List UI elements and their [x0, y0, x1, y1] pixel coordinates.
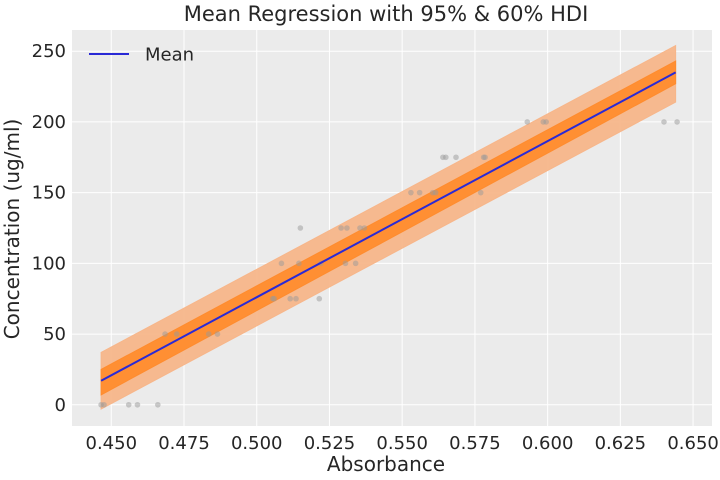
- data-point: [357, 225, 363, 231]
- data-point: [482, 154, 488, 161]
- legend: Mean: [89, 45, 194, 66]
- x-tick-label: 0.500: [231, 433, 283, 454]
- x-tick-label: 0.575: [449, 433, 501, 454]
- data-point: [214, 331, 221, 337]
- y-tick-label: 100: [32, 253, 66, 274]
- y-tick-label: 50: [43, 324, 66, 345]
- legend-label-mean: Mean: [145, 45, 194, 66]
- y-tick-label: 150: [32, 183, 66, 204]
- x-tick-label: 0.650: [667, 433, 719, 454]
- data-point: [524, 119, 531, 125]
- data-point: [271, 295, 277, 302]
- x-tick-label: 0.475: [158, 433, 210, 454]
- x-axis-label: Absorbance: [327, 452, 445, 476]
- data-point: [408, 189, 414, 196]
- data-point: [443, 154, 449, 161]
- data-point: [432, 189, 439, 196]
- data-point: [352, 260, 359, 267]
- data-point: [101, 401, 107, 408]
- y-tick-label: 250: [32, 41, 66, 62]
- data-point: [173, 331, 180, 337]
- data-point: [293, 295, 299, 302]
- data-point: [342, 260, 349, 267]
- data-point: [477, 189, 484, 196]
- data-point: [338, 225, 344, 231]
- x-tick-label: 0.550: [376, 433, 428, 454]
- y-axis-label: Concentration (ug/ml): [0, 119, 24, 340]
- x-tick-label: 0.625: [595, 433, 647, 454]
- mean-line: [100, 71, 677, 382]
- data-point: [361, 225, 368, 231]
- data-point: [543, 119, 549, 125]
- x-tick-label: 0.525: [304, 433, 356, 454]
- data-point: [674, 119, 680, 125]
- data-point: [416, 189, 423, 196]
- data-point: [287, 295, 293, 302]
- y-tick-label: 0: [55, 395, 66, 416]
- x-tick-label: 0.450: [86, 433, 138, 454]
- data-point: [278, 260, 285, 267]
- data-point: [453, 154, 459, 161]
- data-point: [296, 260, 302, 267]
- hdi-band: [100, 60, 677, 396]
- plot-area: [72, 30, 712, 426]
- x-tick-label: 0.600: [522, 433, 574, 454]
- chart-title: Mean Regression with 95% & 60% HDI: [184, 2, 589, 26]
- data-point: [661, 119, 667, 125]
- data-point: [344, 225, 350, 231]
- data-point: [316, 295, 323, 302]
- y-tick-label: 200: [32, 112, 66, 133]
- data-point: [134, 401, 141, 408]
- data-point: [205, 331, 212, 337]
- data-point: [297, 225, 304, 231]
- data-point: [155, 401, 161, 408]
- axes: 0.450 0.475 0.500 0.525 0.550 0.575 0.600 0.625…: [32, 41, 719, 454]
- data-point: [125, 401, 132, 408]
- data-point: [162, 331, 168, 337]
